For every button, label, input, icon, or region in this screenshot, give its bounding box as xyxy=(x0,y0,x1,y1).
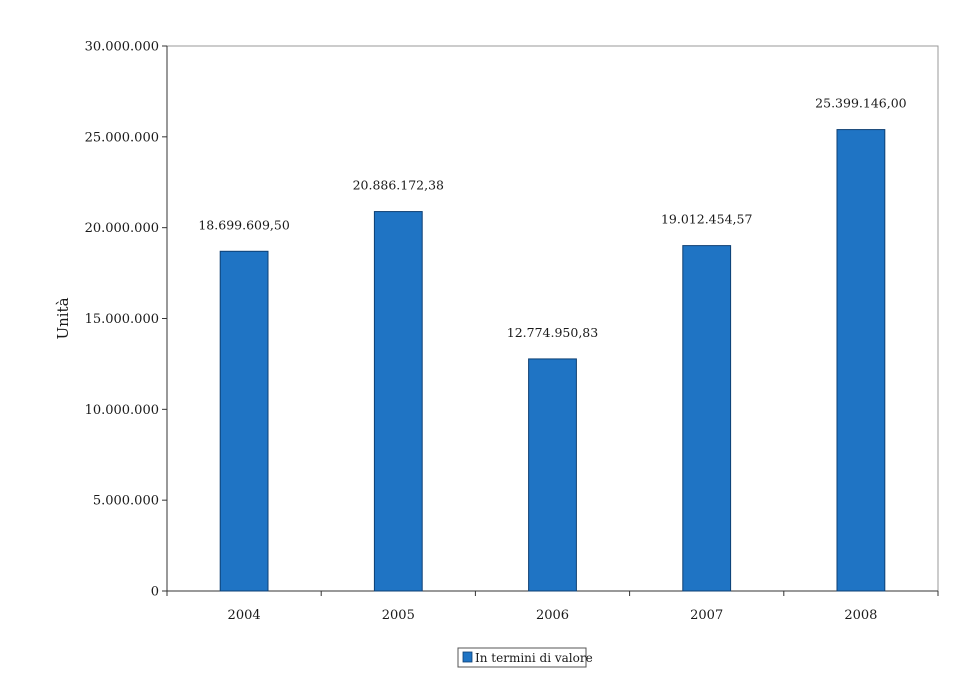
bar-2006 xyxy=(528,358,577,592)
y-tick-label: 20.000.000 xyxy=(85,221,159,236)
x-tick-label: 2007 xyxy=(690,608,723,623)
x-tick-label: 2006 xyxy=(536,608,569,623)
y-axis: 0 5.000.000 10.000.000 15.000.000 20.000.000… xyxy=(85,40,168,600)
legend: In termini di valore xyxy=(457,647,593,668)
legend-label: In termini di valore xyxy=(475,651,593,665)
y-axis-title: Unità xyxy=(54,297,72,339)
x-tick-label: 2008 xyxy=(844,608,877,623)
y-tick-label: 5.000.000 xyxy=(93,494,159,509)
x-axis: 2004 2005 2006 2007 2008 xyxy=(166,590,939,623)
data-label-2007: 19.012.454,57 xyxy=(661,212,752,227)
x-tick-label: 2005 xyxy=(382,608,415,623)
bar-2008 xyxy=(836,129,886,592)
y-tick-label: 25.000.000 xyxy=(85,130,159,145)
bar-2007 xyxy=(682,245,732,592)
legend-box xyxy=(457,647,587,668)
data-label-2004: 18.699.609,50 xyxy=(198,217,289,232)
y-tick-label: 0 xyxy=(151,585,159,600)
bar-series xyxy=(219,129,886,592)
y-tick-label: 30.000.000 xyxy=(85,40,159,55)
bar-2005 xyxy=(373,211,423,592)
y-tick-label: 15.000.000 xyxy=(85,312,159,327)
x-tick-label: 2004 xyxy=(228,608,261,623)
data-label-2006: 12.774.950,83 xyxy=(507,325,598,340)
data-label-2008: 25.399.146,00 xyxy=(815,96,906,111)
data-labels: 18.699.609,50 20.886.172,38 12.774.950,83 1… xyxy=(198,96,906,340)
bar-2004 xyxy=(219,250,269,592)
data-label-2005: 20.886.172,38 xyxy=(353,178,444,193)
y-tick-label: 10.000.000 xyxy=(85,403,159,418)
legend-swatch xyxy=(462,651,473,663)
